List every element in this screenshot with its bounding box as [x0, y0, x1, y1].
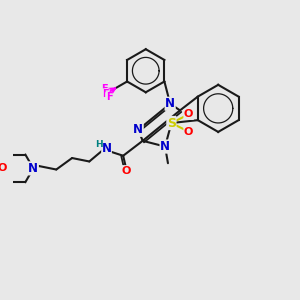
- Text: N: N: [28, 162, 38, 175]
- Text: N: N: [160, 140, 170, 153]
- Text: O: O: [184, 127, 193, 136]
- Text: N: N: [165, 97, 175, 110]
- Text: N: N: [133, 123, 143, 136]
- Text: N: N: [101, 142, 112, 155]
- Text: O: O: [122, 166, 131, 176]
- Text: F: F: [106, 92, 112, 102]
- Text: F: F: [101, 84, 108, 94]
- Text: O: O: [184, 110, 193, 119]
- Text: H: H: [95, 140, 103, 149]
- Text: O: O: [0, 164, 6, 173]
- Text: S: S: [167, 116, 176, 130]
- Text: F: F: [102, 89, 109, 99]
